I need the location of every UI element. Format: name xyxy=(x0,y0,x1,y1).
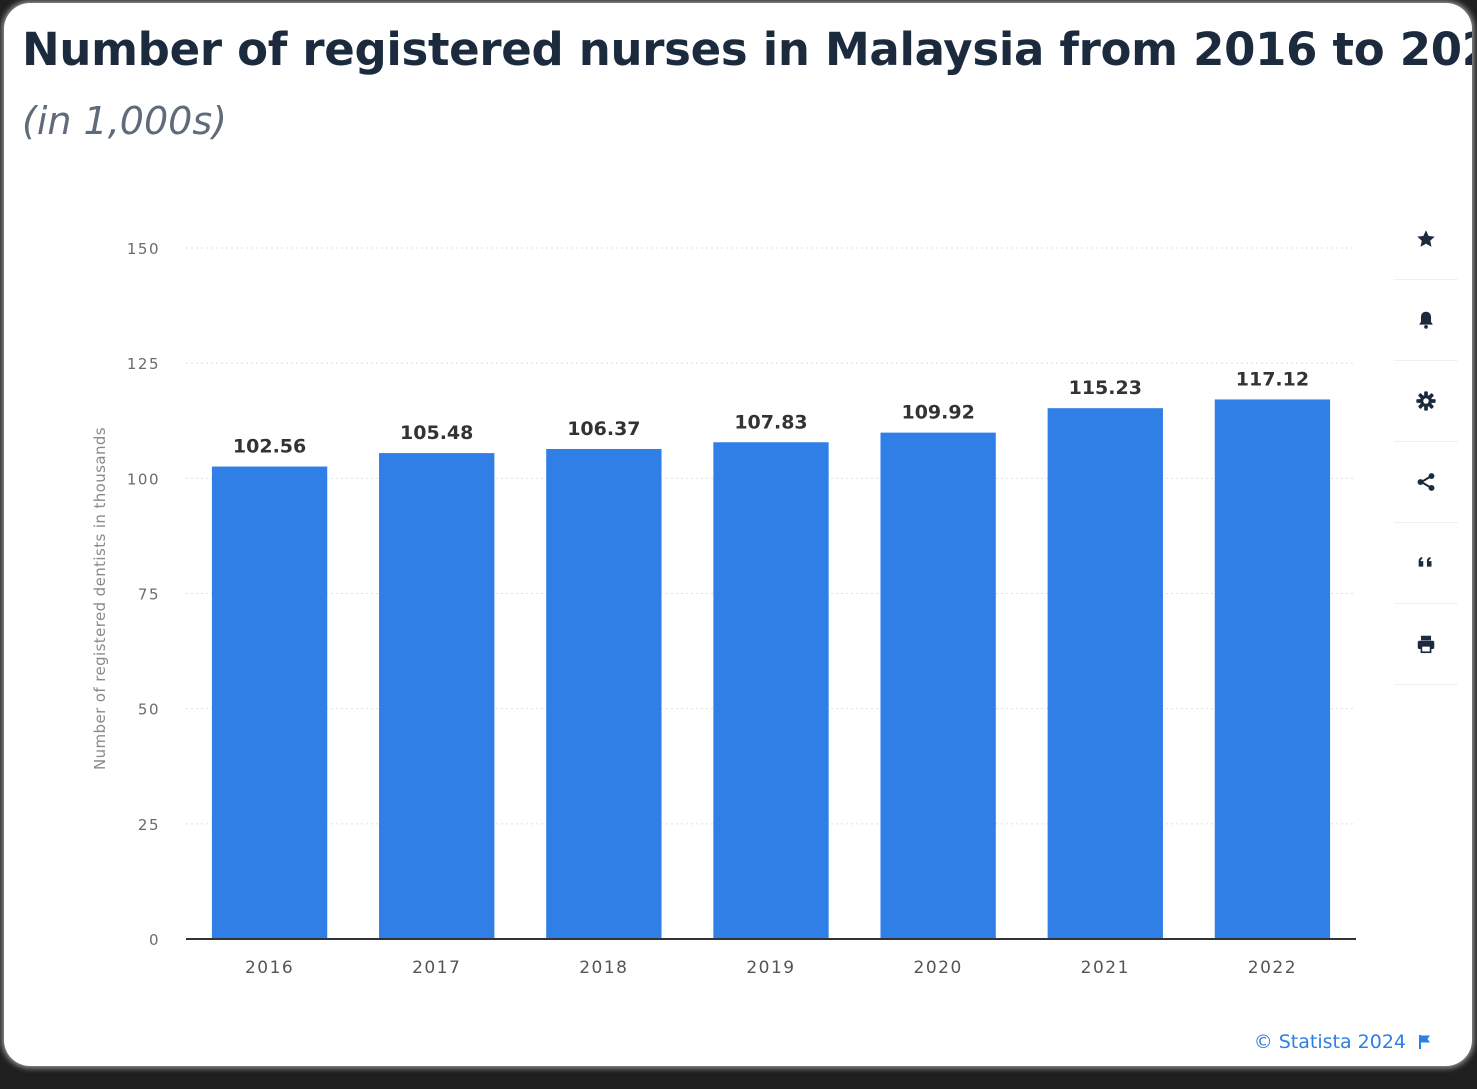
data-label: 105.48 xyxy=(400,422,473,444)
notification-button[interactable] xyxy=(1394,280,1458,361)
data-label: 107.83 xyxy=(734,411,807,433)
bar xyxy=(211,466,328,939)
chart-title: Number of registered nurses in Malaysia … xyxy=(22,23,1472,76)
print-button[interactable] xyxy=(1394,604,1458,685)
chart-card: Number of registered nurses in Malaysia … xyxy=(4,3,1472,1066)
chart-subtitle: (in 1,000s) xyxy=(22,99,227,143)
y-tick-label: 75 xyxy=(138,586,160,604)
bell-icon xyxy=(1419,311,1433,329)
share-icon xyxy=(1417,473,1435,491)
y-tick-label: 150 xyxy=(127,240,160,258)
y-tick-label: 25 xyxy=(138,816,160,834)
x-tick-label: 2017 xyxy=(412,958,461,978)
y-tick-label: 50 xyxy=(138,701,160,719)
bar xyxy=(1047,408,1163,939)
bar-chart: 0 25 50 75 100 125 150 Number of registered den… xyxy=(91,240,1356,978)
favorite-button[interactable] xyxy=(1394,199,1458,280)
y-axis-title: Number of registered dentists in thousan… xyxy=(91,427,109,770)
settings-button[interactable] xyxy=(1394,361,1458,442)
printer-icon xyxy=(1417,635,1435,654)
flag-icon xyxy=(1419,1035,1430,1049)
bar xyxy=(880,432,996,939)
y-tick-label: 100 xyxy=(127,470,160,488)
data-label: 117.12 xyxy=(1236,368,1309,390)
x-tick-label: 2016 xyxy=(245,958,294,978)
cite-button[interactable] xyxy=(1394,523,1458,604)
x-tick-label: 2018 xyxy=(579,958,628,978)
data-label: 115.23 xyxy=(1069,377,1142,399)
quote-icon xyxy=(1418,557,1432,567)
x-tick-label: 2022 xyxy=(1248,958,1297,978)
star-icon xyxy=(1417,230,1435,247)
bar xyxy=(713,442,829,939)
y-tick-label: 125 xyxy=(127,355,160,373)
x-tick-label: 2019 xyxy=(746,958,795,978)
bar xyxy=(1214,399,1331,940)
data-label: 106.37 xyxy=(567,418,640,440)
chart-toolbar xyxy=(1394,199,1458,685)
x-tick-label: 2020 xyxy=(914,958,963,978)
data-label: 109.92 xyxy=(901,402,974,424)
y-tick-label: 0 xyxy=(149,931,160,949)
credit-text: © Statista 2024 xyxy=(1253,1031,1406,1053)
bar xyxy=(546,448,662,939)
x-tick-label: 2021 xyxy=(1081,958,1130,978)
data-label: 102.56 xyxy=(233,436,306,458)
gear-icon xyxy=(1416,391,1436,411)
share-button[interactable] xyxy=(1394,442,1458,523)
bar xyxy=(379,453,495,939)
statista-credit[interactable]: © Statista 2024 xyxy=(1254,1031,1432,1053)
